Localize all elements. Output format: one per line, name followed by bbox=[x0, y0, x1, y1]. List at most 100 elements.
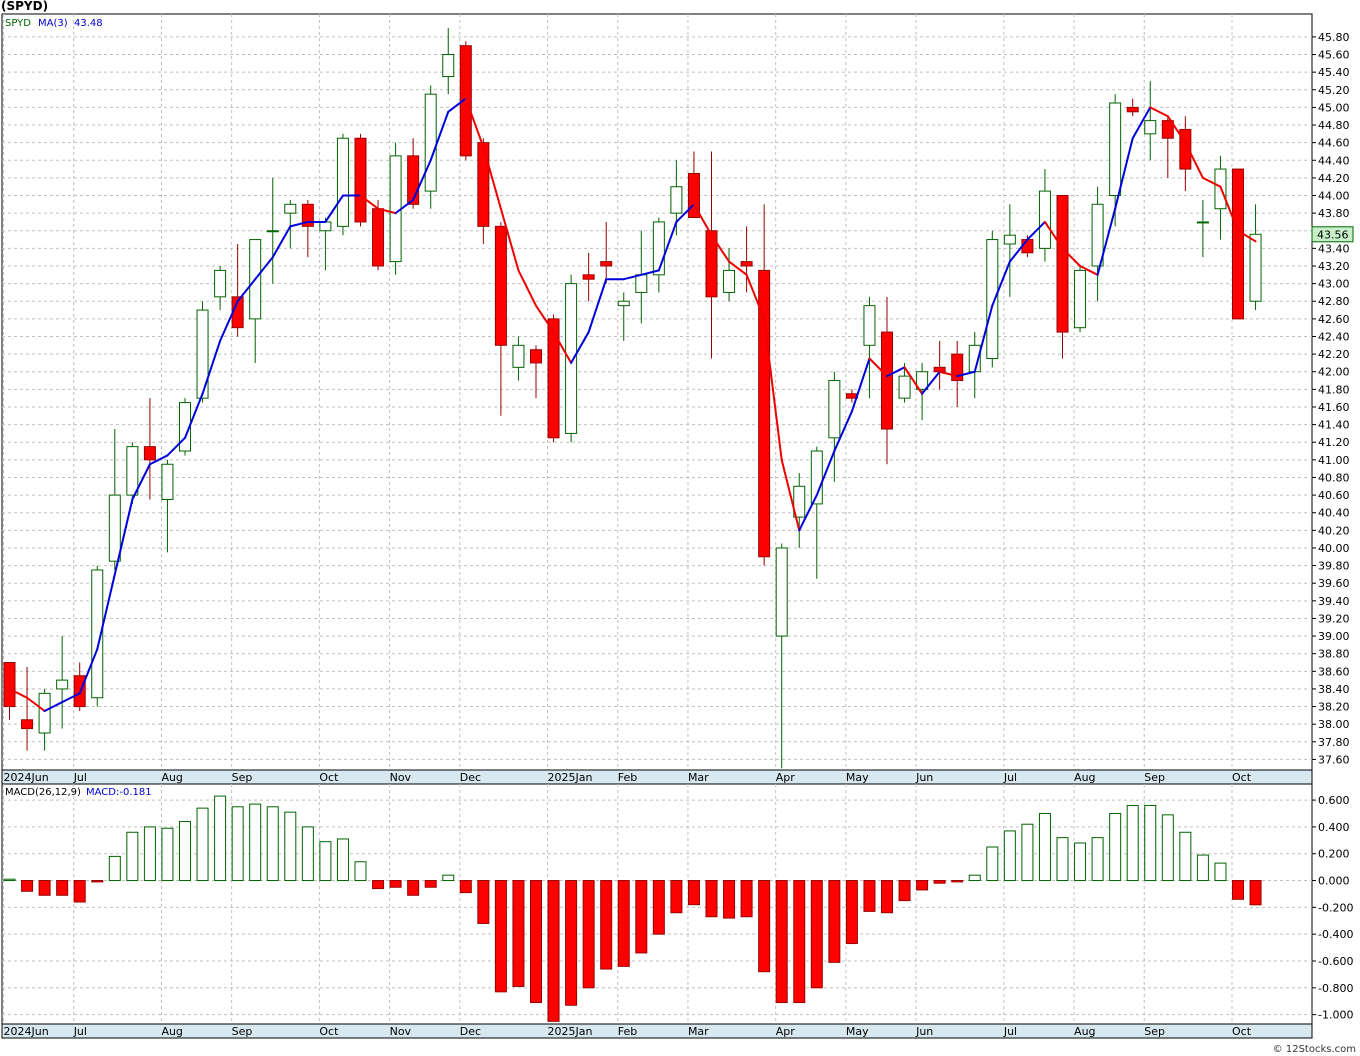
macd-bar-positive bbox=[301, 826, 314, 882]
price-y-tick-label: 38.00 bbox=[1318, 718, 1350, 731]
price-y-tick-label: 38.40 bbox=[1318, 683, 1350, 696]
price-y-tick-label: 43.40 bbox=[1318, 242, 1350, 255]
candle-body bbox=[635, 274, 648, 293]
ma-segment bbox=[745, 273, 766, 320]
macd-bar-negative bbox=[705, 880, 718, 918]
macd-bar-negative bbox=[91, 880, 104, 883]
ma-segment bbox=[535, 304, 555, 334]
macd-bar-negative bbox=[810, 880, 823, 989]
price-y-tick-label: 41.20 bbox=[1318, 436, 1350, 449]
candle-body bbox=[758, 269, 771, 558]
ma-segment bbox=[1061, 247, 1082, 267]
macd-bar-positive bbox=[1161, 814, 1174, 882]
macd-bar-negative bbox=[758, 880, 771, 973]
candle-down bbox=[881, 296, 893, 465]
legend-ma-value: 43.48 bbox=[74, 18, 103, 29]
ma-segment bbox=[570, 331, 590, 364]
price-y-tick-label: 42.80 bbox=[1318, 295, 1350, 308]
candle-body bbox=[705, 230, 718, 298]
candle-down bbox=[758, 204, 771, 566]
ma-segment bbox=[1166, 115, 1187, 144]
candle-up bbox=[108, 429, 121, 570]
legend-symbol: SPYD bbox=[5, 18, 31, 29]
ma-segment bbox=[1131, 106, 1152, 140]
candle-down bbox=[1232, 168, 1244, 320]
candle-body bbox=[740, 261, 753, 267]
ma-segment bbox=[728, 260, 748, 276]
price-y-tick-label: 45.20 bbox=[1318, 84, 1350, 97]
candle-down bbox=[494, 221, 507, 416]
candle-up bbox=[986, 230, 999, 368]
candle-up bbox=[1091, 186, 1104, 302]
candle-body bbox=[687, 172, 700, 219]
ma-segment bbox=[289, 220, 309, 228]
candle-up bbox=[284, 199, 297, 249]
macd-bar-negative bbox=[775, 880, 788, 1004]
candle-up bbox=[793, 473, 806, 548]
candle-up bbox=[1038, 169, 1051, 262]
macd-y-tick-label: -0.200 bbox=[1318, 901, 1353, 914]
candle-body bbox=[143, 446, 156, 461]
ma-segment bbox=[113, 498, 134, 576]
macd-x-tick-label: Mar bbox=[688, 1025, 709, 1038]
macd-x-tick-label: Jul bbox=[73, 1025, 87, 1038]
candle-body bbox=[1074, 269, 1087, 329]
candle-down bbox=[407, 138, 420, 209]
macd-y-tick-label: 0.400 bbox=[1318, 821, 1350, 834]
ma-segment bbox=[1184, 141, 1204, 179]
candle-up bbox=[1196, 199, 1209, 258]
candle-body bbox=[372, 208, 385, 267]
candle-body bbox=[319, 221, 332, 232]
price-grid bbox=[2, 14, 1312, 770]
price-x-tick-label: 2024Jun bbox=[4, 771, 49, 784]
candle-body bbox=[214, 269, 227, 298]
macd-bar-negative bbox=[670, 880, 683, 914]
macd-bar-negative bbox=[547, 880, 560, 1022]
candle-up bbox=[161, 459, 174, 553]
macd-y-tick-label: 0.600 bbox=[1318, 794, 1350, 807]
ma-segment bbox=[8, 687, 29, 699]
macd-histogram bbox=[3, 795, 1262, 1022]
ma-segment bbox=[394, 198, 415, 215]
candle-down bbox=[600, 221, 613, 284]
candle-down bbox=[143, 398, 156, 500]
macd-x-tick-label: Jun bbox=[915, 1025, 933, 1038]
macd-bar-negative bbox=[600, 880, 613, 970]
candle-down bbox=[740, 226, 753, 293]
macd-bar-positive bbox=[319, 841, 332, 882]
candle-body bbox=[986, 239, 999, 360]
candle-up bbox=[266, 177, 279, 284]
price-plot-frame bbox=[1, 13, 1313, 771]
price-y-tick-label: 43.20 bbox=[1318, 260, 1350, 273]
macd-bar-negative bbox=[407, 880, 420, 896]
macd-bar-negative bbox=[21, 880, 34, 892]
candle-up bbox=[126, 442, 139, 504]
last-price-marker: 43.56 bbox=[1311, 226, 1354, 243]
price-y-tick-label: 41.00 bbox=[1318, 454, 1350, 467]
ma-segment bbox=[938, 370, 959, 378]
candle-body bbox=[723, 269, 736, 293]
candle-body bbox=[1249, 233, 1262, 302]
candle-down bbox=[1126, 98, 1139, 117]
candle-up bbox=[38, 688, 51, 751]
macd-legend-value: MACD:-0.181 bbox=[86, 787, 152, 798]
candle-up bbox=[196, 301, 209, 403]
price-y-tick-label: 42.20 bbox=[1318, 348, 1350, 361]
candle-up bbox=[617, 292, 630, 341]
ma-segment bbox=[429, 110, 450, 162]
ma-segment bbox=[78, 648, 99, 695]
macd-bar-negative bbox=[389, 880, 402, 888]
ma-segment bbox=[903, 366, 924, 395]
price-x-tick-label: Feb bbox=[618, 771, 637, 784]
price-y-tick-label: 38.80 bbox=[1318, 648, 1350, 661]
macd-bar-negative bbox=[38, 880, 51, 896]
ma-segment bbox=[412, 159, 432, 201]
price-y-tick-label: 40.00 bbox=[1318, 542, 1350, 555]
macd-bar-positive bbox=[1074, 842, 1087, 882]
price-x-tick-label: Sep bbox=[1144, 771, 1165, 784]
macd-bar-positive bbox=[1091, 837, 1104, 882]
candle-body bbox=[301, 203, 314, 227]
macd-bar-positive bbox=[968, 874, 981, 882]
candle-body bbox=[1091, 203, 1104, 267]
macd-x-tick-label: 2025Jan bbox=[548, 1025, 593, 1038]
